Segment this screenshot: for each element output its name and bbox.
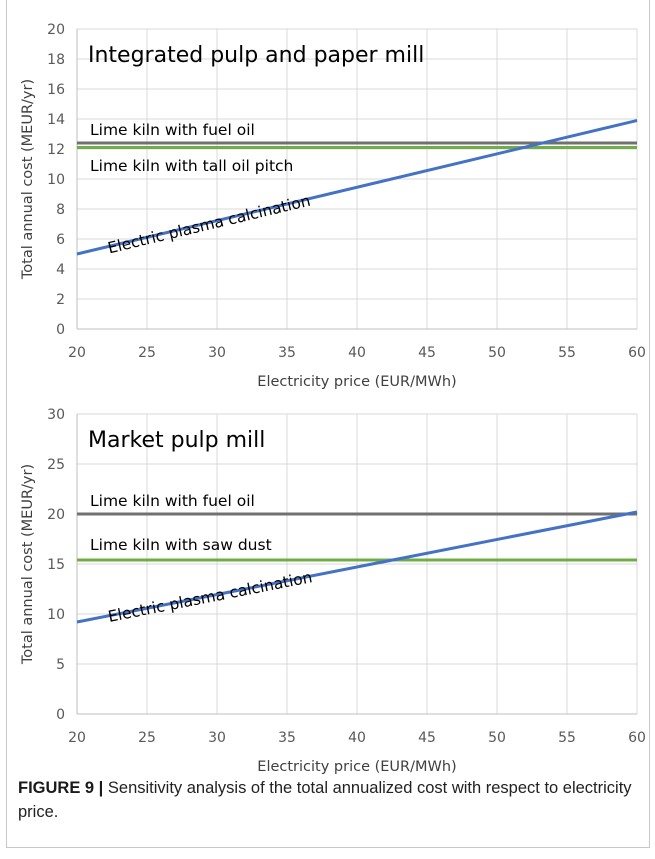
y-tick-label: 15 — [47, 557, 65, 573]
series-label: Electric plasma calcination — [106, 192, 312, 258]
y-tick-label: 6 — [56, 232, 65, 248]
figure-caption-text: Sensitivity analysis of the total annual… — [18, 779, 632, 821]
chart-integrated-mill: 0 2 4 6 8 10 12 14 16 18 20 20 25 30 35 40 45 50 55 60 Elect… — [20, 22, 646, 390]
y-tick-label: 20 — [47, 507, 65, 523]
figure-caption: FIGURE 9 | Sensitivity analysis of the t… — [18, 776, 633, 824]
series-label: Lime kiln with tall oil pitch — [90, 157, 293, 175]
x-tick-label: 45 — [418, 730, 436, 746]
y-tick-label: 12 — [47, 142, 65, 158]
x-tick-label: 60 — [628, 730, 646, 746]
y-tick-label: 14 — [47, 112, 65, 128]
x-tick-label: 35 — [278, 730, 296, 746]
x-tick-label: 60 — [628, 345, 646, 361]
figure-label: FIGURE 9 | — [18, 779, 104, 797]
series-label: Electric plasma calcination — [107, 568, 314, 626]
x-axis-title: Electricity price (EUR/MWh) — [257, 374, 456, 390]
x-tick-label: 55 — [558, 345, 576, 361]
chart-title: Market pulp mill — [88, 428, 265, 453]
x-axis-title: Electricity price (EUR/MWh) — [257, 759, 456, 775]
y-axis-title: Total annual cost (MEUR/yr) — [20, 79, 36, 280]
series-line — [76, 510, 638, 624]
y-tick-label: 10 — [47, 607, 65, 623]
x-tick-label: 50 — [488, 730, 506, 746]
y-tick-label: 25 — [47, 457, 65, 473]
y-tick-label: 10 — [47, 172, 65, 188]
y-axis-title: Total annual cost (MEUR/yr) — [20, 464, 36, 665]
series-label: Lime kiln with fuel oil — [90, 492, 255, 510]
y-tick-label: 5 — [56, 657, 65, 673]
x-tick-label: 35 — [278, 345, 296, 361]
y-tick-label: 0 — [56, 707, 65, 723]
y-tick-label: 30 — [47, 407, 65, 423]
x-tick-label: 25 — [138, 730, 156, 746]
x-tick-label: 40 — [348, 345, 366, 361]
x-tick-label: 20 — [68, 345, 86, 361]
y-tick-label: 4 — [56, 262, 65, 278]
y-tick-label: 2 — [56, 292, 65, 308]
x-tick-label: 20 — [68, 730, 86, 746]
x-tick-label: 30 — [208, 730, 226, 746]
figure-frame — [6, 0, 650, 848]
x-tick-label: 50 — [488, 345, 506, 361]
y-tick-label: 18 — [47, 52, 65, 68]
y-tick-label: 8 — [56, 202, 65, 218]
x-tick-label: 30 — [208, 345, 226, 361]
y-tick-label: 20 — [47, 22, 65, 38]
y-tick-label: 16 — [47, 82, 65, 98]
y-tick-label: 0 — [56, 322, 65, 338]
series-label: Lime kiln with saw dust — [90, 536, 272, 554]
series-line — [76, 119, 638, 256]
x-tick-label: 45 — [418, 345, 436, 361]
gridlines — [77, 28, 638, 329]
series-label: Lime kiln with fuel oil — [90, 121, 255, 139]
x-tick-label: 25 — [138, 345, 156, 361]
chart-market-pulp-mill: 0 5 10 15 20 25 30 20 25 30 35 40 45 50 55 60 Electricit… — [20, 407, 646, 775]
gridlines — [77, 413, 638, 714]
chart-title: Integrated pulp and paper mill — [88, 43, 424, 68]
x-tick-label: 55 — [558, 730, 576, 746]
x-tick-label: 40 — [348, 730, 366, 746]
